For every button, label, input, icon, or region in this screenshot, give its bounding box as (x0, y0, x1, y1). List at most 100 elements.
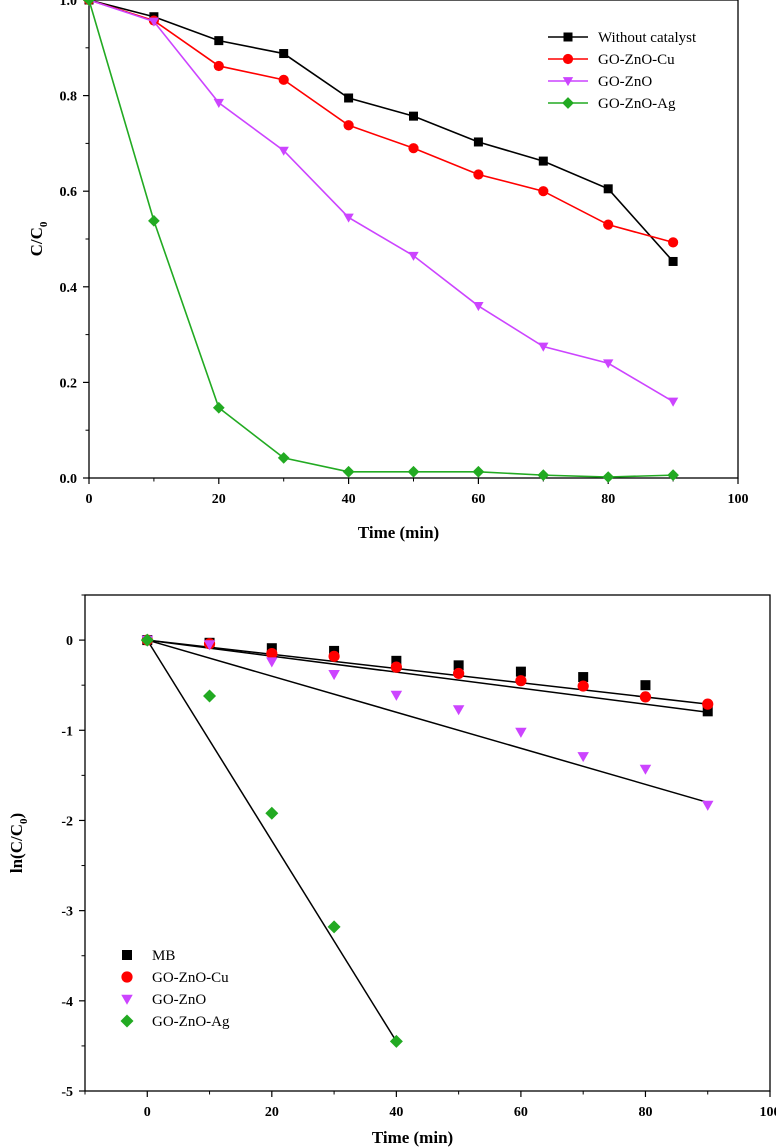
data-point-go-zno-ag (203, 689, 217, 703)
y-tick-label: -5 (61, 1085, 73, 1100)
data-point-mb (391, 655, 402, 666)
y-axis-title: C/C0 (27, 221, 50, 256)
data-point-mb (640, 680, 651, 691)
data-point-without-catalyst (538, 156, 548, 166)
data-point-go-zno-ag (212, 401, 225, 414)
data-point-go-zno-cu (473, 169, 484, 180)
data-point-without-catalyst (214, 36, 224, 46)
data-point-go-zno (278, 146, 289, 156)
data-point-go-zno (203, 640, 216, 651)
data-point-go-zno-ag (265, 806, 279, 820)
y-axis-title: ln(C/C0) (7, 813, 30, 873)
data-point-go-zno-ag (148, 214, 160, 227)
data-point-go-zno-cu (702, 698, 714, 710)
y-tick-label: 0.0 (60, 472, 78, 487)
data-point-go-zno-cu (343, 120, 354, 131)
legend-marker-without-catalyst (563, 32, 573, 42)
plot-frame (88, 0, 739, 479)
y-axis-title-main: C/C (27, 227, 46, 256)
y-tick-label: -4 (61, 995, 73, 1010)
legend-label-go-zno: GO-ZnO (152, 992, 206, 1008)
x-tick-label: 20 (212, 492, 226, 507)
legend-marker-go-zno-cu (121, 971, 133, 983)
data-point-without-catalyst (409, 111, 418, 121)
data-point-go-zno-cu (266, 648, 278, 660)
data-point-without-catalyst (344, 93, 354, 103)
data-point-go-zno-ag (389, 1034, 403, 1048)
y-tick-label: 0.8 (60, 90, 78, 105)
data-point-go-zno-ag (83, 0, 95, 6)
x-tick-label: 80 (638, 1105, 652, 1120)
y-axis-title-subscript: 0 (38, 221, 50, 227)
data-point-go-zno (639, 764, 652, 775)
legend-label-mb: MB (152, 948, 175, 964)
y-tick-label: 0.2 (60, 376, 78, 391)
series-line-go-zno (88, 0, 674, 403)
fit-line-go-zno-ag (146, 639, 398, 1042)
data-point-go-zno (701, 800, 714, 811)
data-point-go-zno-cu (328, 650, 340, 662)
legend-marker-go-zno-cu (562, 53, 574, 65)
data-point-go-zno-ag (407, 465, 420, 478)
data-point-mb (578, 672, 589, 683)
data-point-without-catalyst (473, 137, 483, 147)
data-point-go-zno-cu (577, 680, 589, 692)
data-point-go-zno (328, 670, 340, 681)
data-point-go-zno (408, 251, 419, 261)
legend-label-without-catalyst: Without catalyst (598, 30, 697, 46)
data-point-mb (515, 666, 526, 677)
data-point-go-zno-cu (278, 74, 289, 85)
legend-marker-go-zno-ag (562, 97, 574, 109)
y-tick-label: 1.0 (60, 0, 78, 9)
legend-label-go-zno-ag: GO-ZnO-Ag (152, 1014, 230, 1030)
legend-label-go-zno-ag: GO-ZnO-Ag (598, 96, 676, 112)
legend-marker-mb (122, 950, 132, 960)
y-tick-label: -2 (61, 814, 73, 829)
data-point-go-zno-ag (667, 469, 679, 481)
y-tick-label: -1 (61, 724, 73, 739)
y-axis-title-end: ) (7, 813, 26, 819)
x-tick-label: 60 (514, 1105, 528, 1120)
data-point-go-zno (452, 705, 465, 716)
y-tick-label: 0 (66, 634, 73, 649)
legend-marker-go-zno-ag (120, 1014, 134, 1028)
legend-label-go-zno-cu: GO-ZnO-Cu (152, 970, 229, 986)
series-line-without-catalyst (88, 0, 674, 262)
data-point-go-zno (577, 752, 589, 763)
y-axis-title-subscript: 0 (18, 818, 30, 824)
data-point-go-zno-ag (327, 920, 341, 934)
data-point-go-zno-cu (213, 60, 224, 72)
series-line-go-zno-cu (88, 0, 674, 244)
data-point-go-zno-cu (538, 186, 549, 197)
data-point-go-zno-ag (472, 465, 485, 478)
data-point-without-catalyst (603, 184, 613, 194)
data-point-go-zno-cu (390, 661, 402, 673)
data-point-mb (702, 706, 713, 717)
x-tick-label: 40 (342, 492, 356, 507)
data-point-go-zno-ag (602, 471, 615, 483)
data-point-go-zno (266, 657, 278, 668)
x-tick-label: 60 (471, 492, 485, 507)
data-point-go-zno-cu (603, 219, 614, 230)
x-tick-label: 0 (86, 492, 93, 507)
plot-frame (84, 594, 771, 1092)
data-point-go-zno (667, 397, 679, 407)
fit-line-mb (147, 639, 708, 713)
x-axis-title: Time (min) (358, 523, 439, 542)
y-axis-title-main: ln(C/C (7, 824, 26, 873)
data-point-go-zno (343, 213, 354, 223)
x-axis-title: Time (min) (372, 1128, 453, 1147)
data-point-go-zno-cu (408, 143, 419, 154)
data-point-mb (453, 660, 464, 671)
data-point-go-zno (148, 17, 160, 27)
data-point-go-zno-cu (515, 675, 527, 687)
data-point-go-zno (390, 690, 403, 701)
data-point-go-zno-cu (453, 667, 465, 680)
fit-line-go-zno (147, 639, 708, 804)
legend-label-go-zno-cu: GO-ZnO-Cu (598, 52, 675, 68)
data-point-go-zno-cu (639, 691, 652, 703)
data-point-without-catalyst (668, 256, 678, 266)
data-point-go-zno (538, 342, 549, 352)
